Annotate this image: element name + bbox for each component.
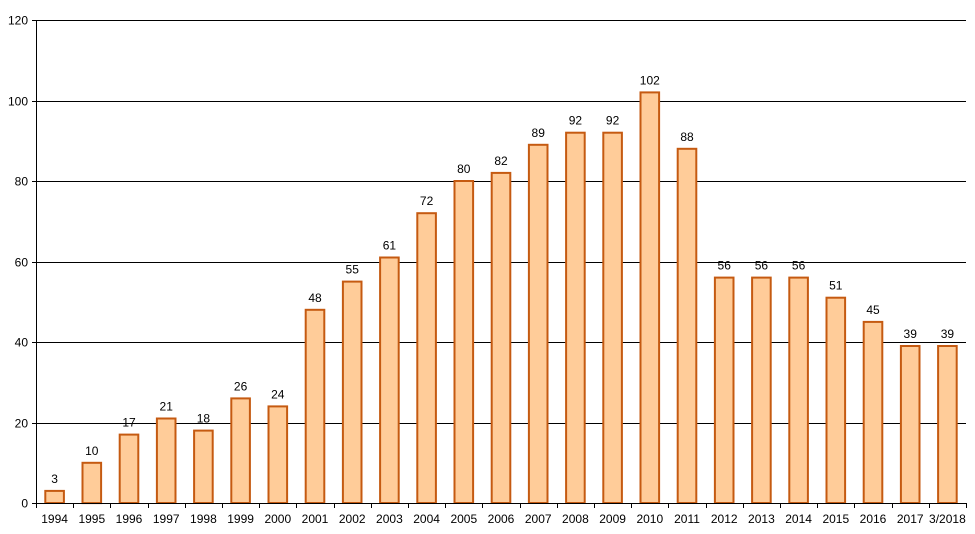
bar bbox=[639, 91, 661, 505]
x-tick-label: 1998 bbox=[190, 512, 217, 526]
x-tick-label: 2009 bbox=[599, 512, 626, 526]
bar bbox=[304, 308, 326, 504]
bar bbox=[81, 461, 103, 505]
x-tick-label: 2004 bbox=[413, 512, 440, 526]
bar bbox=[453, 180, 475, 504]
x-tick-label: 2001 bbox=[302, 512, 329, 526]
data-label: 55 bbox=[346, 263, 360, 277]
x-tick-label: 2015 bbox=[822, 512, 849, 526]
data-label: 92 bbox=[569, 114, 583, 128]
data-label: 92 bbox=[606, 114, 620, 128]
data-label: 89 bbox=[532, 126, 546, 140]
data-label: 56 bbox=[792, 259, 806, 273]
data-label: 39 bbox=[941, 327, 955, 341]
x-tick-label: 2005 bbox=[450, 512, 477, 526]
x-tick-label: 2016 bbox=[860, 512, 887, 526]
bar bbox=[193, 429, 214, 505]
x-tick-label: 2006 bbox=[488, 512, 515, 526]
bar bbox=[676, 147, 698, 505]
data-label: 3 bbox=[51, 472, 58, 486]
data-label: 17 bbox=[122, 416, 136, 430]
bar bbox=[155, 417, 177, 504]
bar bbox=[341, 280, 363, 504]
bar bbox=[602, 131, 623, 504]
y-tick-label: 0 bbox=[21, 497, 28, 511]
x-tick-label: 2010 bbox=[636, 512, 663, 526]
bar bbox=[44, 489, 65, 504]
bar bbox=[267, 405, 289, 504]
x-tick-label: 2000 bbox=[264, 512, 291, 526]
data-label: 10 bbox=[85, 444, 99, 458]
x-tick-label: 1997 bbox=[153, 512, 180, 526]
bar bbox=[862, 320, 884, 504]
x-axis-ticks: 1994 1995 1996 1997 1998 1999 2000 2001 2002 2003… bbox=[36, 503, 967, 526]
data-label: 48 bbox=[308, 291, 322, 305]
bar bbox=[788, 276, 809, 504]
x-tick-label: 1999 bbox=[227, 512, 254, 526]
x-tick-label: 2017 bbox=[897, 512, 924, 526]
x-tick-label: 1994 bbox=[41, 512, 68, 526]
y-tick-label: 80 bbox=[15, 175, 29, 189]
y-tick-label: 120 bbox=[8, 14, 28, 28]
x-tick-label: 2011 bbox=[674, 512, 700, 526]
bar bbox=[379, 256, 400, 504]
data-label: 56 bbox=[755, 259, 769, 273]
x-tick-label: 2013 bbox=[748, 512, 775, 526]
x-tick-label: 2012 bbox=[711, 512, 738, 526]
data-label: 39 bbox=[904, 327, 918, 341]
y-axis-ticks: 0 20 40 60 80 100 120 bbox=[8, 14, 36, 511]
bar bbox=[713, 276, 735, 504]
bar bbox=[825, 296, 847, 505]
data-label: 82 bbox=[494, 154, 508, 168]
bar bbox=[899, 345, 921, 504]
bar bbox=[565, 131, 586, 504]
x-tick-label: 1996 bbox=[116, 512, 143, 526]
x-tick-label: 2014 bbox=[785, 512, 812, 526]
data-label: 18 bbox=[197, 412, 211, 426]
y-tick-label: 60 bbox=[15, 256, 29, 270]
data-label: 80 bbox=[457, 162, 471, 176]
x-tick-label: 2002 bbox=[339, 512, 366, 526]
x-tick-label: 2003 bbox=[376, 512, 403, 526]
data-label: 51 bbox=[829, 279, 843, 293]
bars bbox=[44, 91, 958, 505]
data-labels: 3 10 17 21 18 26 24 48 55 61 72 80 82 89 92 92 102 88 56 56… bbox=[51, 73, 955, 486]
data-label: 21 bbox=[160, 400, 174, 414]
bar bbox=[527, 143, 549, 505]
y-tick-label: 40 bbox=[15, 336, 29, 350]
x-tick-label: 1995 bbox=[78, 512, 105, 526]
x-tick-label: 2008 bbox=[562, 512, 589, 526]
bar bbox=[937, 345, 958, 504]
data-label: 88 bbox=[680, 130, 694, 144]
data-label: 72 bbox=[420, 194, 434, 208]
data-label: 56 bbox=[718, 259, 732, 273]
data-label: 26 bbox=[234, 379, 248, 393]
x-tick-label: 2007 bbox=[525, 512, 552, 526]
axes bbox=[36, 20, 966, 504]
bar bbox=[230, 397, 251, 504]
data-label: 61 bbox=[383, 239, 397, 253]
y-tick-label: 20 bbox=[15, 417, 29, 431]
bar bbox=[118, 433, 140, 505]
bar bbox=[490, 171, 512, 504]
data-label: 45 bbox=[866, 303, 880, 317]
y-tick-label: 100 bbox=[8, 95, 28, 109]
bar bbox=[416, 212, 437, 504]
data-label: 102 bbox=[640, 73, 660, 87]
data-label: 24 bbox=[271, 387, 285, 401]
x-tick-label: 3/2018 bbox=[929, 512, 966, 526]
bar bbox=[751, 276, 772, 504]
